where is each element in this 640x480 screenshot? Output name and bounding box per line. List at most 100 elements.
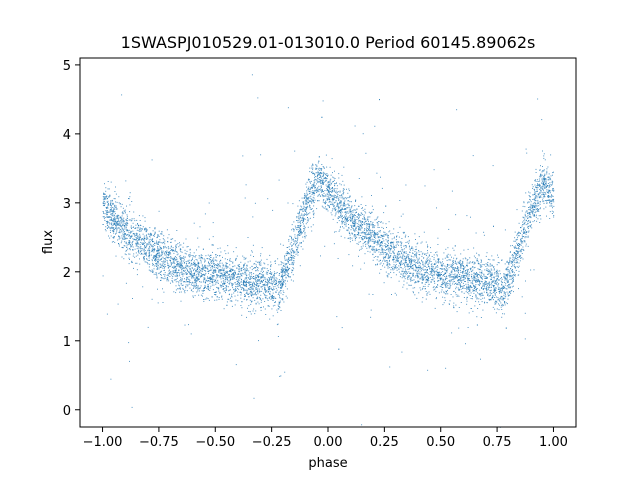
data-point: [392, 251, 394, 253]
data-point: [168, 257, 169, 259]
data-point: [195, 263, 196, 265]
data-point: [416, 258, 418, 260]
data-point: [170, 264, 172, 266]
data-point: [387, 266, 389, 268]
data-point: [311, 194, 313, 195]
data-point: [344, 205, 346, 207]
data-point: [208, 265, 210, 267]
data-point: [520, 238, 522, 240]
data-point: [191, 263, 193, 264]
data-point: [348, 231, 350, 233]
data-point: [114, 241, 116, 243]
data-point: [488, 287, 490, 289]
data-point: [440, 262, 442, 264]
data-point: [387, 244, 389, 246]
data-point: [250, 286, 252, 288]
data-point: [156, 266, 157, 267]
data-point: [347, 230, 349, 232]
data-point: [422, 297, 424, 299]
data-point: [212, 269, 214, 271]
data-point: [473, 247, 475, 249]
data-point: [115, 217, 117, 219]
data-point: [218, 298, 220, 300]
data-point: [149, 259, 150, 261]
data-point: [298, 234, 300, 236]
data-point: [227, 277, 229, 279]
data-point: [264, 284, 266, 286]
data-point: [108, 203, 110, 205]
data-point: [153, 250, 155, 252]
data-point: [256, 284, 258, 286]
data-point: [310, 201, 312, 203]
data-point: [513, 279, 514, 281]
data-point: [222, 288, 224, 290]
data-point: [393, 228, 395, 230]
data-point: [390, 245, 392, 247]
data-point: [389, 256, 391, 258]
data-point: [311, 208, 312, 210]
data-point: [481, 287, 483, 289]
data-point: [219, 265, 221, 266]
data-point: [260, 299, 262, 301]
data-point: [300, 233, 302, 235]
data-point: [270, 296, 272, 298]
data-point: [470, 267, 472, 269]
data-point: [429, 260, 431, 262]
data-point: [436, 255, 438, 257]
data-point: [485, 278, 487, 279]
data-point: [257, 288, 259, 290]
data-point: [367, 223, 369, 225]
data-point: [180, 263, 182, 265]
data-point: [278, 292, 280, 294]
data-point: [245, 295, 246, 297]
data-point: [405, 256, 407, 258]
data-point: [522, 249, 524, 251]
data-point: [239, 277, 241, 279]
data-point: [116, 215, 118, 217]
data-point: [408, 259, 410, 261]
data-point: [370, 224, 372, 226]
data-point: [467, 273, 469, 275]
data-point: [232, 284, 233, 286]
data-point: [535, 194, 537, 196]
data-point: [522, 246, 524, 248]
data-point: [507, 274, 509, 276]
data-point: [268, 296, 270, 298]
data-point: [139, 227, 141, 229]
data-point: [122, 220, 124, 222]
data-point: [495, 275, 497, 277]
data-point: [136, 236, 138, 238]
data-point: [335, 183, 337, 184]
data-point: [291, 239, 293, 241]
data-point: [444, 269, 446, 271]
data-point: [318, 191, 320, 193]
data-point: [246, 282, 248, 283]
data-point: [477, 273, 479, 275]
data-point: [113, 223, 115, 225]
data-point: [418, 236, 420, 238]
data-point: [412, 247, 414, 249]
data-point: [549, 205, 551, 207]
data-point: [368, 233, 370, 235]
data-point: [442, 280, 444, 282]
data-point: [210, 278, 212, 280]
data-point: [168, 270, 170, 272]
data-point: [279, 294, 280, 296]
data-point: [520, 251, 522, 253]
data-point: [329, 191, 331, 192]
data-point: [198, 255, 200, 257]
data-point: [171, 280, 173, 282]
data-point: [538, 215, 540, 217]
data-point: [201, 290, 203, 292]
data-point: [449, 279, 451, 281]
data-point: [212, 276, 214, 278]
data-point: [221, 262, 223, 264]
data-point: [506, 285, 508, 287]
data-point: [433, 254, 435, 256]
data-point: [130, 245, 132, 247]
data-point: [504, 275, 506, 277]
data-point: [358, 255, 359, 257]
data-point: [311, 199, 313, 201]
data-point: [373, 239, 375, 241]
data-point: [245, 269, 247, 271]
